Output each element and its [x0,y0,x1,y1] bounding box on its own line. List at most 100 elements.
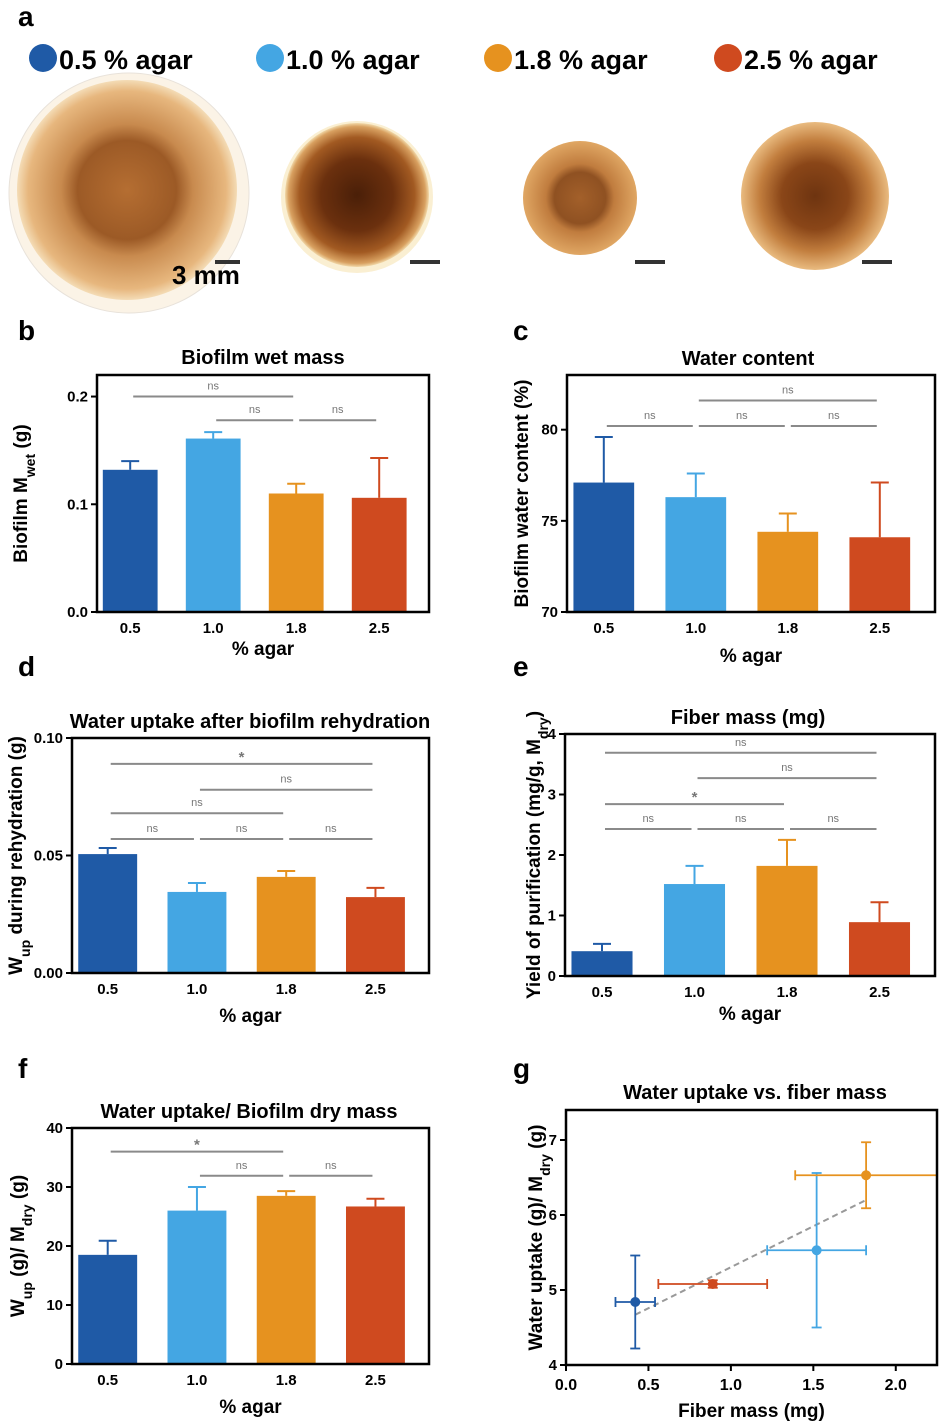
y-axis-label-part: during rehydration (g) [6,736,27,940]
chart-title: Fiber mass (mg) [671,707,825,729]
x-tick-label: 0.5 [593,620,614,637]
bar [665,497,727,612]
significance-label: ns [736,410,748,422]
x-tick-label: 2.5 [369,620,390,637]
bar [167,891,227,973]
y-tick-label: 0 [55,1356,63,1373]
significance-label: ns [249,404,261,416]
legend-swatch [256,44,284,72]
bar [185,438,241,612]
x-tick-label: 2.5 [869,620,890,637]
y-axis-label-part: Water uptake (g)/ M [526,1176,547,1351]
point [861,1170,872,1181]
y-tick-label: 40 [46,1120,63,1137]
chart-title: Water uptake/ Biofilm dry mass [100,1101,397,1123]
x-axis-label: % agar [219,1397,282,1418]
biofilm-photo [17,80,237,300]
x-tick-label: 1.8 [276,1372,297,1389]
chart-title: Water uptake after biofilm rehydration [70,711,430,733]
y-axis-label-subscript: dry [19,1204,35,1226]
y-tick-label: 0.0 [67,604,88,621]
significance-label: ns [191,797,203,809]
bar [256,1195,316,1364]
x-tick-label: 1.8 [777,620,798,637]
significance-label: ns [236,1160,248,1172]
panel-label: a [18,1,34,32]
x-tick-label: 1.8 [777,984,798,1001]
legend-swatch [484,44,512,72]
point [707,1279,718,1289]
bar [78,1254,138,1364]
y-tick-label: 75 [541,513,558,530]
significance-label: * [692,789,698,806]
y-axis-label-part: W [8,1299,29,1317]
y-axis-label-part: (g)/ M [8,1226,29,1282]
y-tick-label: 0 [548,968,556,985]
y-axis-label-subscript: up [17,940,33,957]
y-tick-label: 0.1 [67,496,88,513]
y-axis-label-subscript: dry [535,717,551,739]
scale-label: 3 mm [172,260,240,290]
x-tick-label: 0.5 [97,1372,118,1389]
x-tick-label: 1.8 [286,620,307,637]
legend-swatch [29,44,57,72]
x-axis-label: % agar [232,639,295,660]
x-tick-label: 0.5 [637,1377,659,1394]
bar [849,537,911,612]
y-tick-label: 2 [548,847,556,864]
significance-label: ns [147,823,159,835]
x-tick-label: 2.5 [365,1372,386,1389]
significance-label: ns [642,813,654,825]
y-axis-label: Wup during rehydration (g) [6,736,33,975]
y-axis-label-subscript: dry [537,1154,553,1176]
chart-title: Biofilm wet mass [181,347,344,369]
panel-label: c [513,315,529,346]
panel-label: e [513,651,529,682]
y-tick-label: 0.10 [34,730,63,747]
y-tick-label: 0.05 [34,848,63,865]
y-axis-label-part: Biofilm M [11,477,32,563]
x-tick-label: 1.5 [802,1377,824,1394]
x-tick-label: 1.0 [187,1372,208,1389]
y-tick-label: 3 [548,787,556,804]
significance-label: ns [280,774,292,786]
bar [345,897,405,973]
plot-frame [564,1108,939,1367]
biofilm-photos [8,72,892,314]
bar [351,497,407,612]
x-tick-label: 0.5 [120,620,141,637]
y-tick-label: 80 [541,422,558,439]
significance-label: ns [325,1160,337,1172]
significance-label: ns [332,404,344,416]
y-tick-label: 1 [548,908,556,925]
y-axis-label-part: Biofilm water content (%) [512,379,533,607]
y-axis-label-part: (g) [8,1175,29,1205]
y-axis-label-part: Yield of purification (mg/g, M [524,739,545,999]
bar [757,531,819,612]
x-axis-label: % agar [219,1006,282,1027]
chart-title: Water uptake vs. fiber mass [623,1082,887,1104]
biofilm-photo [523,141,637,255]
plot-frame [563,732,937,978]
bar [571,951,633,976]
x-tick-label: 1.0 [720,1377,742,1394]
panel-label: d [18,651,35,682]
bar [663,884,726,976]
biofilm-photo [741,122,889,270]
panel-label: g [513,1053,530,1084]
x-tick-label: 1.0 [203,620,224,637]
bar [573,482,635,612]
bar [102,469,158,612]
bar [345,1206,405,1364]
x-tick-label: 2.5 [869,984,890,1001]
significance-label: * [239,749,245,766]
plot-frame [70,1126,431,1366]
bar [756,865,818,976]
legend-label: 1.8 % agar [514,45,648,75]
y-tick-label: 0.2 [67,389,88,406]
y-axis-label-subscript: up [19,1282,35,1299]
y-axis-label: Water uptake (g)/ Mdry (g) [526,1125,553,1351]
x-tick-label: 2.0 [885,1377,907,1394]
legend-label: 1.0 % agar [286,45,420,75]
